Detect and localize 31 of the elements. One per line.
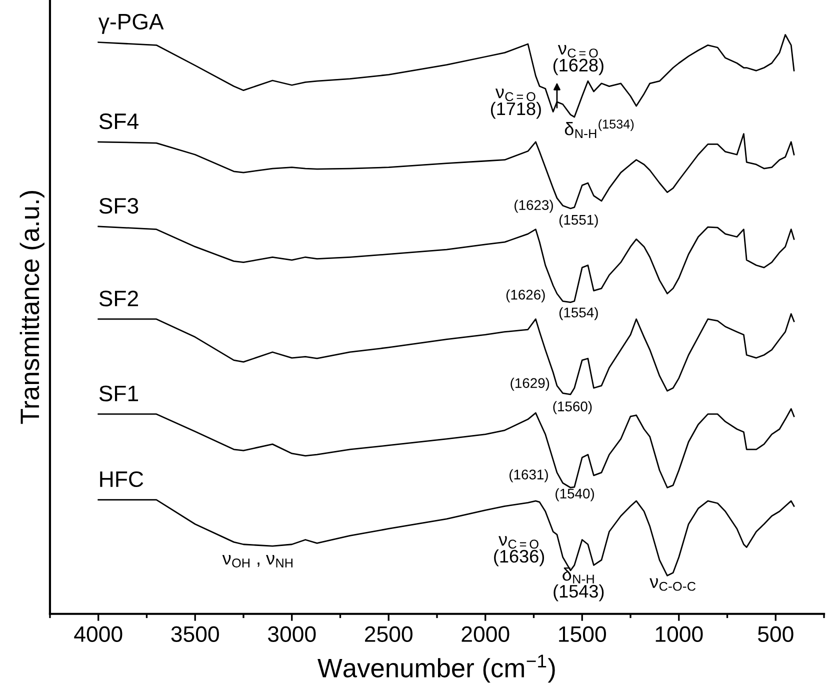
x-tick-label: 2000: [462, 626, 510, 642]
annotation: δ$_{N-H}$ (1543): [554, 567, 604, 602]
annotation: (1540): [556, 488, 594, 502]
x-axis-title: Wavenumber (cm$^{−1}$): [318, 654, 555, 683]
series-label: SF3: [99, 198, 138, 214]
annotation: ν$_{C-O-C}$: [650, 578, 696, 591]
series-label: SF4: [99, 113, 138, 130]
annotation: ν$_{C=O}$ (1628): [553, 45, 604, 76]
annotation: (1560): [553, 401, 592, 414]
series-label: HFC: [100, 471, 144, 488]
x-tick-label: 1500: [559, 626, 606, 642]
series-label: SF2: [99, 290, 138, 306]
x-tick-label: 3500: [171, 626, 219, 642]
annotation: δ$_{N-H}$$^{(1534)}$: [564, 119, 634, 138]
annotation: (1629): [510, 378, 550, 391]
x-tick-label: 500: [758, 626, 794, 642]
annotation: (1551): [559, 214, 598, 228]
x-tick-label: 2500: [365, 626, 412, 642]
series-label: γ-PGA: [98, 14, 164, 34]
annotation: (1623): [514, 200, 553, 213]
x-tick-label: 3000: [268, 626, 316, 642]
annotation: ν$_{C=O}$ (1636): [494, 536, 544, 566]
y-axis-title: Transmittance (a.u.): [20, 191, 44, 424]
x-tick-label: 1000: [656, 626, 703, 642]
annotation: (1554): [559, 307, 598, 320]
annotation: ν$_{C=O}$ (1718): [490, 88, 541, 119]
annotation: ν$_{OH}$ , ν$_{NH}$: [222, 554, 292, 568]
annotation: (1631): [510, 469, 548, 482]
annotation: (1626): [506, 289, 545, 302]
series-label: SF1: [99, 386, 138, 402]
x-tick-label: 4000: [74, 626, 122, 642]
